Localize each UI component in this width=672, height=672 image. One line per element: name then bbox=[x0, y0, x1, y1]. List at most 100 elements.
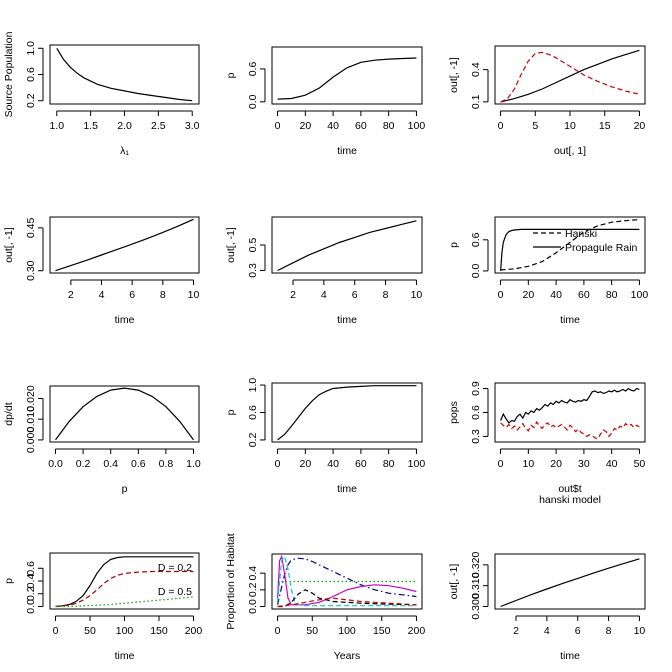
series-line-1 bbox=[500, 387, 640, 424]
y-tick-label: 0.5 bbox=[247, 238, 259, 253]
x-axis-label: out$t bbox=[558, 483, 581, 495]
series-line-2 bbox=[55, 570, 194, 608]
series-line-1 bbox=[500, 49, 640, 103]
series-line-2 bbox=[500, 228, 640, 271]
x-tick-label: 0 bbox=[498, 289, 504, 301]
x-tick-label: 0.4 bbox=[103, 458, 118, 470]
x-tick-label: 1.0 bbox=[186, 458, 201, 470]
y-tick-label: 0.0 bbox=[470, 263, 482, 278]
y-axis-label: p bbox=[225, 72, 237, 78]
x-tick-label: 50 bbox=[634, 458, 646, 470]
y-axis-label: out[, -1] bbox=[448, 564, 460, 600]
x-tick-label: 6 bbox=[129, 289, 135, 301]
x-tick-label: 0 bbox=[275, 625, 281, 637]
legend: Hanski Propagule Rain bbox=[533, 228, 638, 254]
series-line-1 bbox=[500, 219, 640, 271]
x-tick-label: 0.6 bbox=[131, 458, 146, 470]
x-tick-label: 60 bbox=[355, 120, 367, 132]
y-axis-label: out[, -1] bbox=[3, 227, 15, 263]
series-line-3 bbox=[55, 596, 194, 608]
y-tick-label: 0.3 bbox=[247, 263, 259, 278]
x-tick-label: 8 bbox=[160, 289, 166, 301]
series-line-1 bbox=[55, 218, 194, 272]
panel-10: 0 50 100 150 200 0.00.20.40.6 time p D = 0.2 D = … bbox=[3, 552, 202, 662]
y-tick-label: 0.6 bbox=[247, 405, 259, 420]
y-tick-label: 0.1 bbox=[470, 94, 482, 109]
x-tick-label: 100 bbox=[116, 625, 134, 637]
y-tick-label: 0.310 bbox=[470, 572, 482, 598]
y-axis-label: dp/dt bbox=[3, 402, 15, 425]
x-tick-label: 15 bbox=[599, 120, 611, 132]
plot-frame bbox=[49, 216, 200, 274]
series-line-1 bbox=[277, 57, 417, 100]
x-tick-label: 60 bbox=[355, 458, 367, 470]
plot-frame bbox=[494, 382, 646, 443]
y-axis-label: pops bbox=[448, 401, 460, 424]
x-tick-label: 2 bbox=[290, 289, 296, 301]
y-tick-label: 0.000 bbox=[25, 427, 37, 453]
y-tick-label: 0.6 bbox=[470, 405, 482, 420]
x-tick-label: 50 bbox=[84, 625, 96, 637]
y-tick-label: 0.9 bbox=[470, 381, 482, 396]
annotation-label: D = 0.5 bbox=[158, 586, 192, 598]
plot-frame bbox=[49, 44, 200, 105]
x-axis-label: time bbox=[337, 145, 357, 157]
x-tick-label: 20 bbox=[550, 458, 562, 470]
y-tick-label: 1.0 bbox=[25, 41, 37, 56]
plot-frame bbox=[49, 552, 200, 610]
x-tick-label: 2.0 bbox=[117, 120, 132, 132]
x-tick-label: 20 bbox=[299, 120, 311, 132]
x-tick-label: 10 bbox=[522, 458, 534, 470]
x-tick-label: 8 bbox=[606, 625, 612, 637]
x-axis-label: time bbox=[560, 650, 580, 662]
x-tick-label: 6 bbox=[575, 625, 581, 637]
x-tick-label: 6 bbox=[352, 289, 358, 301]
x-tick-label: 60 bbox=[578, 289, 590, 301]
y-tick-label: 0.010 bbox=[25, 406, 37, 432]
x-axis-label: time bbox=[560, 314, 580, 326]
x-tick-label: 10 bbox=[564, 120, 576, 132]
y-tick-label: 0.4 bbox=[470, 62, 482, 77]
x-axis-label: time bbox=[337, 314, 357, 326]
panel-8: 0 20 40 60 80 100 0.2 0.6 1.0 time p bbox=[225, 378, 425, 495]
plot-frame bbox=[494, 553, 646, 610]
series-line-1 bbox=[500, 558, 640, 608]
x-tick-label: 2 bbox=[68, 289, 74, 301]
x-tick-label: 40 bbox=[550, 289, 562, 301]
panel-11: 0 50 100 150 200 0.0 0.20.4 Years Proportion of … bbox=[225, 533, 425, 662]
plot-frame bbox=[271, 46, 423, 105]
x-tick-label: 30 bbox=[578, 458, 590, 470]
y-tick-label: 0.6 bbox=[470, 232, 482, 247]
x-tick-label: 100 bbox=[338, 625, 356, 637]
panel-2: 0 20 40 60 80 100 0.0 0.6 time p bbox=[225, 46, 425, 157]
x-tick-label: 4 bbox=[99, 289, 105, 301]
x-tick-label: 10 bbox=[188, 289, 200, 301]
x-axis-label: Years bbox=[334, 650, 360, 662]
series-line-6 bbox=[277, 597, 417, 608]
x-tick-label: 150 bbox=[373, 625, 391, 637]
y-tick-label: 0.0 bbox=[247, 599, 259, 614]
y-tick-label: 0.2 bbox=[25, 93, 37, 108]
y-tick-label: 0.4 bbox=[247, 566, 259, 581]
y-tick-label: 0.45 bbox=[25, 217, 37, 238]
x-tick-label: 4 bbox=[544, 625, 550, 637]
x-tick-label: 1.5 bbox=[83, 120, 98, 132]
x-tick-label: 3.0 bbox=[185, 120, 200, 132]
plot-frame bbox=[494, 216, 646, 274]
plot-frame bbox=[494, 45, 646, 105]
x-tick-label: 0 bbox=[275, 120, 281, 132]
panel-1: 1.0 1.5 2.0 2.5 3.0 0.2 0.6 1.0 λ₁ Source Populat… bbox=[3, 31, 200, 157]
plot-frame bbox=[271, 382, 423, 443]
panel-3: 0 5 10 15 20 0.1 0.4 out[, 1] out[, -1] bbox=[448, 45, 646, 157]
y-tick-label: 0.4 bbox=[25, 574, 37, 589]
y-tick-label: 0.6 bbox=[25, 561, 37, 576]
x-tick-label: 0.0 bbox=[48, 458, 63, 470]
x-tick-label: 0 bbox=[498, 458, 504, 470]
y-tick-label: 0.320 bbox=[470, 552, 482, 578]
y-axis-label: Proportion of Habitat bbox=[225, 533, 237, 629]
series-line-1 bbox=[277, 385, 417, 441]
y-tick-label: 0.30 bbox=[25, 260, 37, 281]
y-tick-label: 0.3 bbox=[470, 429, 482, 444]
